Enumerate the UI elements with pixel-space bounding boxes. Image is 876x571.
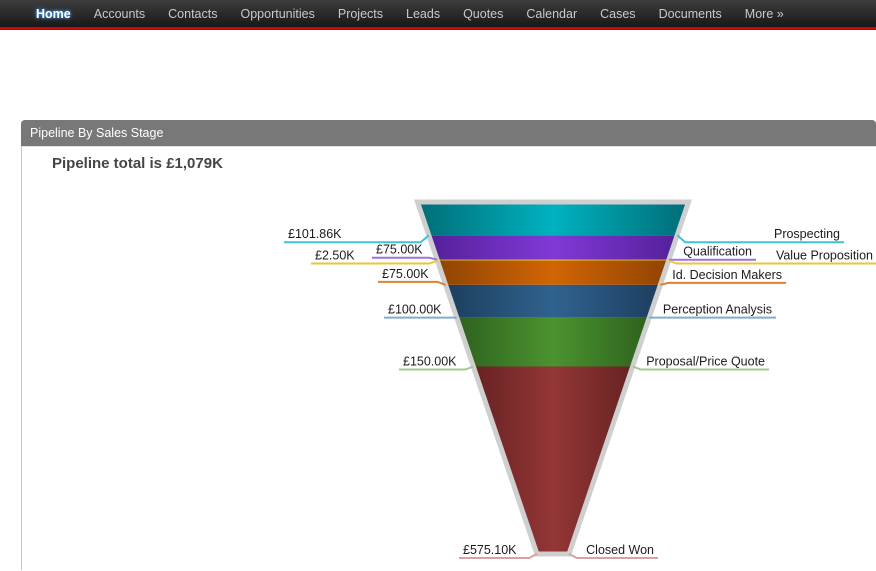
funnel-value-label: £101.86K bbox=[288, 227, 342, 241]
pipeline-dashlet: Pipeline By Sales Stage Pipeline total i… bbox=[21, 120, 876, 570]
funnel-stage-label: Perception Analysis bbox=[663, 303, 772, 317]
nav-item-cases[interactable]: Cases bbox=[600, 6, 636, 21]
nav-item-contacts[interactable]: Contacts bbox=[168, 6, 218, 21]
funnel-stage-label: Id. Decision Makers bbox=[672, 268, 782, 282]
funnel-segment-closed-won[interactable] bbox=[473, 366, 633, 555]
funnel-value-label: £75.00K bbox=[376, 243, 423, 257]
funnel-segment-id-decision-makers[interactable] bbox=[437, 260, 669, 285]
funnel-value-label: £575.10K bbox=[463, 543, 517, 557]
funnel-left-leader-line bbox=[284, 234, 430, 244]
nav-item-home[interactable]: Home bbox=[36, 6, 71, 21]
funnel-value-label: £2.50K bbox=[315, 249, 355, 263]
funnel-segment-proposal-price-quote[interactable] bbox=[456, 317, 650, 367]
nav-item-documents[interactable]: Documents bbox=[658, 6, 722, 21]
funnel-left-leader-line bbox=[372, 256, 438, 261]
dashlet-body: Pipeline total is £1,079K £101.86K Prospe… bbox=[21, 146, 876, 570]
nav-item-leads[interactable]: Leads bbox=[406, 6, 441, 21]
dashlet-header[interactable]: Pipeline By Sales Stage bbox=[21, 120, 876, 146]
funnel-left-leader-line bbox=[459, 553, 538, 559]
funnel-segment-qualification[interactable] bbox=[428, 235, 678, 260]
pipeline-funnel-chart: £101.86K Prospecting £75.00K Qualification £… bbox=[284, 199, 876, 559]
funnel-stage-label: Prospecting bbox=[774, 227, 840, 241]
nav-item-opportunities[interactable]: Opportunities bbox=[240, 6, 315, 21]
funnel-right-leader-line bbox=[632, 365, 769, 371]
funnel-stage-label: Closed Won bbox=[586, 543, 654, 557]
funnel-right-leader-line bbox=[568, 553, 658, 559]
top-nav-bar: Home Accounts Contacts Opportunities Pro… bbox=[0, 0, 876, 30]
funnel-left-leader-line bbox=[311, 259, 438, 265]
funnel-value-label: £75.00K bbox=[382, 267, 429, 281]
funnel-segment-value-proposition[interactable] bbox=[437, 259, 669, 261]
funnel-right-leader-line bbox=[676, 234, 844, 244]
funnel-value-label: £100.00K bbox=[388, 303, 442, 317]
funnel-stage-label: Value Proposition bbox=[776, 249, 873, 263]
funnel-value-label: £150.00K bbox=[403, 355, 457, 369]
funnel-segment-perception-analysis[interactable] bbox=[445, 284, 661, 318]
funnel-right-leader-line bbox=[660, 281, 786, 286]
funnel-stage-label: Proposal/Price Quote bbox=[646, 355, 765, 369]
funnel-stage-label: Qualification bbox=[683, 245, 752, 259]
funnel-segment-prospecting[interactable] bbox=[417, 202, 689, 236]
nav-item-quotes[interactable]: Quotes bbox=[463, 6, 504, 21]
nav-item-more[interactable]: More » bbox=[744, 6, 784, 21]
funnel-left-leader-line bbox=[399, 365, 474, 371]
funnel-right-leader-line bbox=[668, 259, 876, 265]
funnel-left-leader-line bbox=[378, 280, 447, 286]
pipeline-total-title: Pipeline total is £1,079K bbox=[52, 155, 223, 172]
nav-item-accounts[interactable]: Accounts bbox=[93, 6, 146, 21]
nav-item-projects[interactable]: Projects bbox=[337, 6, 384, 21]
nav-item-calendar[interactable]: Calendar bbox=[526, 6, 578, 21]
